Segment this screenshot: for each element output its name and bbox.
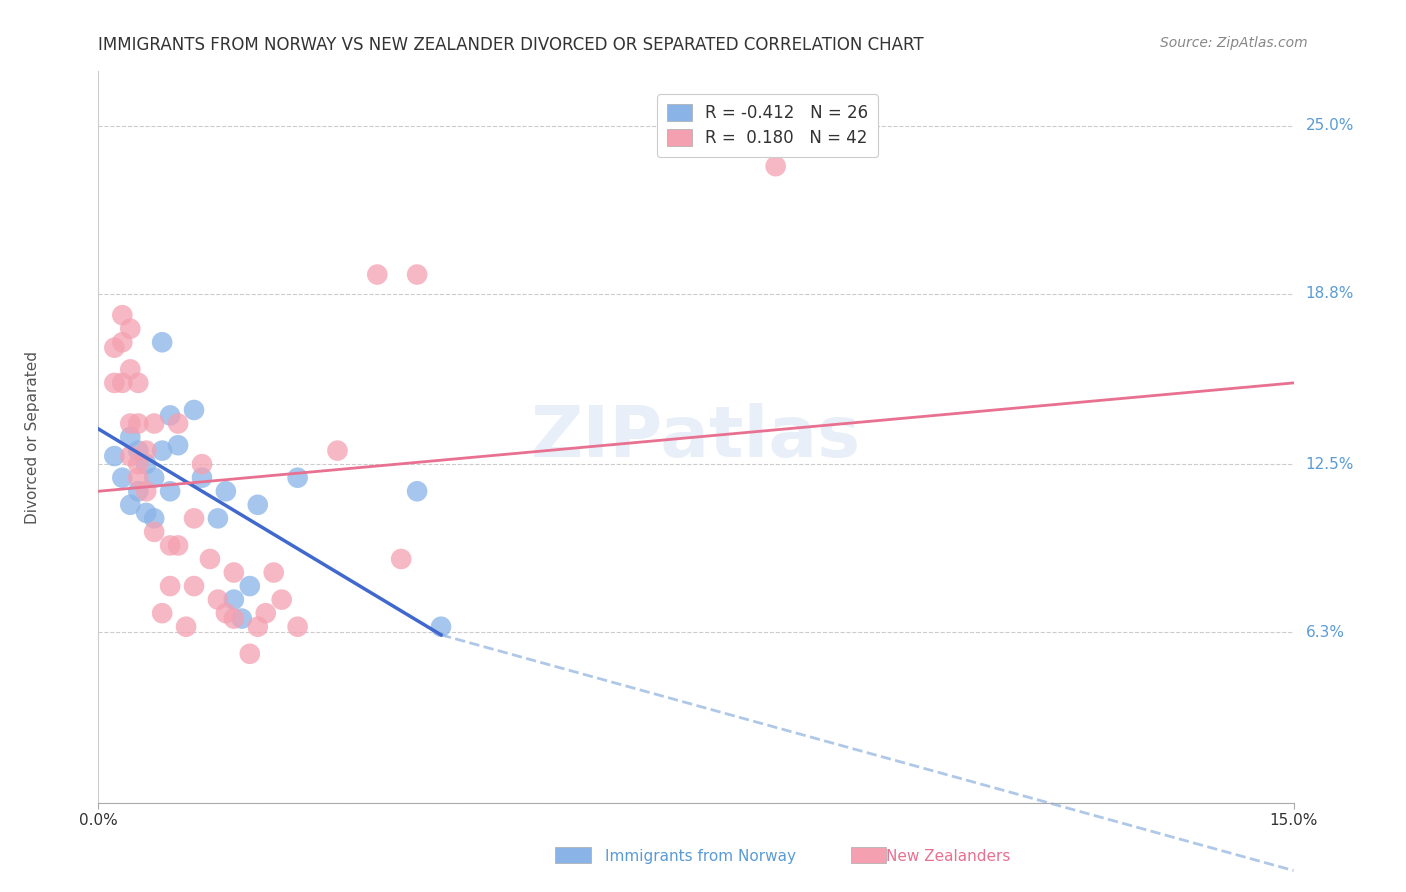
Text: 12.5%: 12.5% — [1306, 457, 1354, 472]
Point — [159, 538, 181, 552]
Point — [231, 611, 253, 625]
Point — [150, 443, 173, 458]
Point — [127, 443, 149, 458]
Point — [406, 484, 429, 499]
Point — [111, 471, 134, 485]
Point — [143, 511, 166, 525]
Point — [120, 322, 142, 336]
Text: 25.0%: 25.0% — [1306, 118, 1354, 133]
Point — [254, 606, 277, 620]
Point — [150, 335, 173, 350]
Point — [159, 409, 181, 423]
Point — [143, 524, 166, 539]
Point — [222, 566, 245, 580]
Point — [287, 471, 309, 485]
Point — [239, 579, 262, 593]
Point — [326, 443, 349, 458]
Point — [215, 606, 238, 620]
Point — [159, 579, 181, 593]
Point — [103, 449, 125, 463]
Legend: R = -0.412   N = 26, R =  0.180   N = 42: R = -0.412 N = 26, R = 0.180 N = 42 — [657, 95, 879, 157]
Point — [191, 457, 214, 471]
Point — [120, 449, 142, 463]
Point — [103, 341, 125, 355]
Point — [143, 471, 166, 485]
Point — [198, 552, 221, 566]
Point — [135, 484, 157, 499]
Point — [150, 606, 173, 620]
Point — [389, 552, 412, 566]
Point — [222, 611, 245, 625]
Point — [120, 430, 142, 444]
Point — [222, 592, 245, 607]
Point — [127, 417, 149, 431]
Point — [765, 159, 787, 173]
Point — [127, 484, 149, 499]
Point — [287, 620, 309, 634]
Text: 6.3%: 6.3% — [1306, 624, 1344, 640]
Point — [215, 484, 238, 499]
Point — [127, 471, 149, 485]
Text: Immigrants from Norway: Immigrants from Norway — [605, 849, 796, 863]
Point — [406, 268, 429, 282]
Bar — [555, 847, 591, 863]
Text: 18.8%: 18.8% — [1306, 286, 1354, 301]
Text: ZIPatlas: ZIPatlas — [531, 402, 860, 472]
Point — [263, 566, 285, 580]
Point — [143, 417, 166, 431]
Point — [246, 498, 269, 512]
Point — [207, 511, 229, 525]
Text: Divorced or Separated: Divorced or Separated — [25, 351, 41, 524]
Point — [167, 538, 190, 552]
Point — [127, 376, 149, 390]
Point — [207, 592, 229, 607]
Point — [183, 579, 205, 593]
Point — [135, 457, 157, 471]
Point — [246, 620, 269, 634]
Point — [120, 498, 142, 512]
Point — [127, 457, 149, 471]
Point — [167, 417, 190, 431]
Point — [183, 511, 205, 525]
Point — [430, 620, 453, 634]
Point — [174, 620, 197, 634]
Point — [183, 403, 205, 417]
Point — [167, 438, 190, 452]
Point — [366, 268, 388, 282]
Point — [120, 417, 142, 431]
Bar — [851, 847, 886, 863]
Point — [111, 376, 134, 390]
Text: IMMIGRANTS FROM NORWAY VS NEW ZEALANDER DIVORCED OR SEPARATED CORRELATION CHART: IMMIGRANTS FROM NORWAY VS NEW ZEALANDER … — [98, 36, 924, 54]
Text: New Zealanders: New Zealanders — [886, 849, 1010, 863]
Point — [239, 647, 262, 661]
Point — [270, 592, 292, 607]
Point — [111, 335, 134, 350]
Point — [191, 471, 214, 485]
Point — [159, 484, 181, 499]
Text: Source: ZipAtlas.com: Source: ZipAtlas.com — [1160, 36, 1308, 50]
Point — [120, 362, 142, 376]
Point — [103, 376, 125, 390]
Point — [111, 308, 134, 322]
Point — [135, 443, 157, 458]
Point — [135, 506, 157, 520]
